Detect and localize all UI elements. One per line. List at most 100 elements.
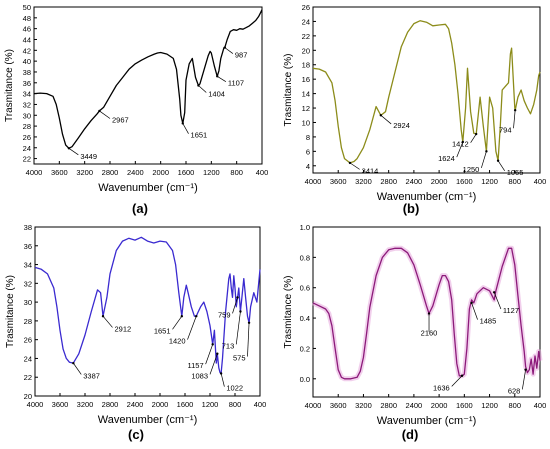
- y-tick-label: 24: [302, 17, 310, 26]
- y-tick-label: 36: [23, 79, 31, 88]
- x-tick-label: 3200: [77, 400, 94, 409]
- x-tick-label: 4000: [26, 168, 43, 177]
- annotation-point: [72, 361, 75, 365]
- annotation-point: [195, 314, 198, 318]
- y-tick-label: 22: [24, 373, 32, 382]
- y-tick-label: 0.4: [300, 314, 310, 323]
- y-tick-label: 44: [23, 35, 31, 44]
- annotation-point: [470, 301, 473, 305]
- y-axis-label: Trasmitance (%): [4, 49, 15, 122]
- peak-label: 1404: [208, 90, 225, 99]
- plot-frame: [33, 6, 263, 165]
- annotation-arrow: [349, 162, 360, 170]
- x-tick-label: 2000: [152, 168, 169, 177]
- peak-label: 1107: [228, 79, 244, 88]
- annotation-arrow: [198, 85, 207, 93]
- annotation-arrow: [521, 369, 526, 390]
- peak-label: 2912: [115, 324, 132, 333]
- peak-label: 713: [222, 341, 235, 350]
- y-tick-label: 14: [302, 90, 310, 99]
- peak-label: 2160: [421, 329, 438, 338]
- annotation-point: [474, 132, 478, 136]
- x-tick-label: 800: [229, 400, 242, 409]
- x-tick-label: 3200: [76, 168, 93, 177]
- panel-label: (b): [403, 201, 420, 216]
- annotation-arrow: [220, 373, 225, 387]
- annotation-arrow: [73, 362, 82, 375]
- peak-label: 1157: [187, 361, 203, 370]
- panel-d: 4000 3600 3200 2800 2400 2000 1600 1200 800 400 0.…: [283, 223, 546, 442]
- annotation-point: [247, 321, 251, 324]
- peak-label: 1636: [433, 383, 450, 392]
- x-tick-label: 2800: [380, 177, 397, 186]
- spectrum-line: [312, 20, 541, 164]
- y-tick-label: 6: [306, 147, 310, 156]
- annotation-arrow: [380, 114, 392, 125]
- spectrum-line: [33, 9, 263, 149]
- annotation-arrow: [470, 133, 477, 143]
- peak-label: 575: [233, 354, 246, 363]
- y-tick-label: 50: [23, 3, 31, 12]
- peak-label: 3387: [83, 371, 100, 380]
- y-tick-label: 16: [302, 75, 310, 84]
- annotation-arrow: [481, 151, 487, 169]
- x-tick-label: 3200: [355, 401, 372, 410]
- annotation-point: [197, 84, 200, 87]
- x-tick-label: 800: [230, 168, 243, 177]
- x-axis-label: Wavenumber (cm⁻¹): [377, 415, 477, 427]
- x-tick-label: 2800: [102, 168, 119, 177]
- annotation-arrow: [451, 375, 463, 387]
- y-tick-label: 22: [302, 32, 310, 41]
- annotation-arrow: [205, 344, 214, 365]
- x-tick-label: 1600: [456, 401, 473, 410]
- plot-frame: [312, 6, 541, 174]
- annotation-arrow: [232, 297, 238, 314]
- annotation-point: [239, 310, 242, 313]
- peak-label: 1250: [463, 165, 480, 174]
- y-tick-label: 26: [302, 3, 310, 12]
- y-axis-label: Trasmitance (%): [5, 275, 16, 348]
- y-tick-label: 26: [23, 133, 31, 142]
- peak-label: 1651: [191, 131, 208, 140]
- peak-label: 3449: [80, 152, 97, 161]
- annotation-point: [211, 343, 214, 346]
- y-tick-label: 36: [24, 242, 32, 251]
- annotation-point: [496, 159, 500, 162]
- annotation-point: [216, 352, 219, 355]
- annotation-arrow: [493, 292, 502, 310]
- peak-label: 1651: [154, 326, 171, 335]
- x-axis-label: Wavenumber (cm⁻¹): [377, 191, 477, 203]
- x-tick-label: 400: [256, 168, 269, 177]
- x-tick-label: 4000: [27, 400, 44, 409]
- peak-label: 2924: [393, 121, 410, 130]
- peak-label: 628: [508, 386, 521, 395]
- x-tick-label: 3600: [51, 168, 68, 177]
- x-tick-label: 800: [509, 177, 522, 186]
- annotation-arrow: [172, 315, 183, 330]
- y-tick-label: 34: [23, 90, 31, 99]
- annotation-arrow: [513, 110, 516, 129]
- x-tick-label: 1600: [178, 168, 195, 177]
- spectrum-line: [312, 247, 541, 380]
- peak-label: 1022: [226, 384, 243, 393]
- annotation-arrow: [68, 148, 79, 156]
- y-tick-label: 48: [23, 14, 31, 23]
- y-tick-label: 46: [23, 25, 31, 34]
- x-tick-label: 400: [534, 401, 547, 410]
- annotation-arrow: [182, 123, 189, 134]
- x-tick-label: 1600: [177, 400, 194, 409]
- annotation-arrow: [471, 302, 478, 320]
- y-tick-label: 4: [306, 162, 310, 171]
- peak-label: 1412: [452, 140, 469, 149]
- y-tick-label: 42: [23, 46, 31, 55]
- annotation-arrow: [99, 110, 111, 119]
- x-tick-label: 4000: [305, 401, 322, 410]
- panel-label: (d): [402, 427, 419, 442]
- x-tick-label: 2400: [406, 177, 423, 186]
- annotation-point: [492, 291, 496, 294]
- y-tick-label: 32: [24, 279, 32, 288]
- annotation-point: [181, 122, 184, 125]
- annotation-point: [219, 372, 223, 375]
- annotation-point: [348, 161, 352, 165]
